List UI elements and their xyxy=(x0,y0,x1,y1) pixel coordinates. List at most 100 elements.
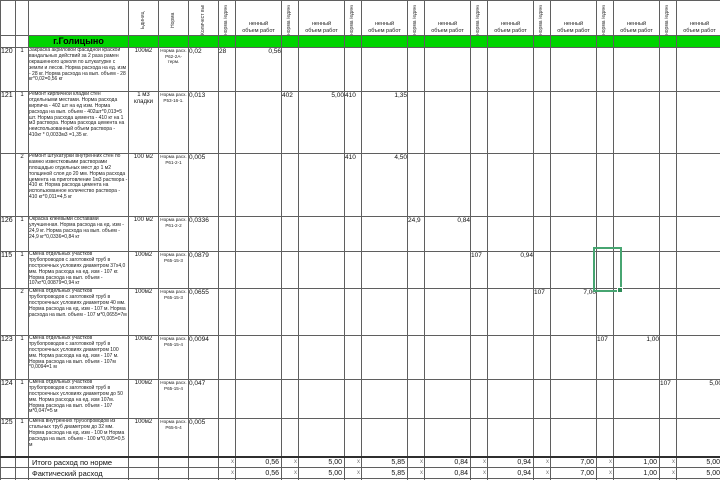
pair-value-cell[interactable]: 0,56 xyxy=(235,47,282,92)
region-cell[interactable] xyxy=(470,35,488,48)
work-description-cell[interactable]: Окраска клеевыми составами улучшенная. Н… xyxy=(28,216,129,252)
total-x-cell[interactable]: х xyxy=(407,467,425,479)
region-cell[interactable] xyxy=(407,35,425,48)
pair-norm-cell[interactable] xyxy=(407,91,425,154)
norm-ref-cell[interactable]: Норма расх. Р65-15-3 xyxy=(158,288,189,336)
norm-ref-cell[interactable]: Норма расх. Р65-15-3 xyxy=(158,251,189,289)
pair-norm-cell[interactable] xyxy=(281,251,299,289)
region-cell[interactable] xyxy=(596,35,614,48)
total-x-cell[interactable]: х xyxy=(659,467,677,479)
total-x-cell[interactable]: х xyxy=(344,467,362,479)
pair-value-cell[interactable] xyxy=(424,47,471,92)
pair-norm-cell[interactable] xyxy=(407,335,425,380)
row-number-cell[interactable] xyxy=(0,153,16,217)
pair-norm-cell[interactable] xyxy=(218,251,236,289)
pair-norm-cell[interactable] xyxy=(533,251,551,289)
pair-norm-cell[interactable] xyxy=(659,418,677,457)
quantity-cell[interactable]: 0,0094 xyxy=(188,335,219,380)
total-norm-value-cell[interactable]: 0,56 xyxy=(235,455,282,468)
pair-value-cell[interactable] xyxy=(487,153,534,217)
quantity-cell[interactable]: 0,005 xyxy=(188,153,219,217)
total-norm-value-cell[interactable]: 0,94 xyxy=(487,455,534,468)
region-cell[interactable] xyxy=(188,35,219,48)
pair-norm-cell[interactable] xyxy=(344,379,362,419)
pair-norm-cell[interactable] xyxy=(533,418,551,457)
pair-value-cell[interactable] xyxy=(424,251,471,289)
row-number-cell[interactable]: 120 xyxy=(0,47,16,92)
pair-value-cell[interactable] xyxy=(550,418,597,457)
row-number-cell[interactable]: 125 xyxy=(0,418,16,457)
region-cell[interactable] xyxy=(361,35,408,48)
header-pair-norm[interactable]: норма /единицу xyxy=(533,0,551,36)
total-blank-cell[interactable] xyxy=(158,467,189,479)
pair-norm-cell[interactable] xyxy=(281,153,299,217)
pair-value-cell[interactable] xyxy=(676,216,720,252)
region-cell[interactable] xyxy=(344,35,362,48)
pair-value-cell[interactable] xyxy=(613,288,660,336)
pair-norm-cell[interactable] xyxy=(218,379,236,419)
pair-norm-cell[interactable] xyxy=(281,418,299,457)
work-description-cell[interactable]: Закраска акриловой фасадной краской ванд… xyxy=(28,47,129,92)
pair-norm-cell[interactable] xyxy=(470,335,488,380)
header-pair-value[interactable]: ненный объем работ xyxy=(676,0,720,36)
row-number-cell[interactable] xyxy=(0,288,16,336)
pair-norm-cell[interactable] xyxy=(533,335,551,380)
quantity-cell[interactable]: 0,013 xyxy=(188,91,219,154)
header-pair-value[interactable]: ненный объем работ xyxy=(550,0,597,36)
total-fact-value-cell[interactable]: 7,00 xyxy=(550,467,597,479)
norm-ref-cell[interactable]: Норма расх. Р65-15-4 xyxy=(158,379,189,419)
row-number-cell[interactable]: 121 xyxy=(0,91,16,154)
header-pair-value[interactable]: ненный объем работ xyxy=(424,0,471,36)
total-blank-cell[interactable] xyxy=(0,467,16,479)
total-x-cell[interactable]: х xyxy=(218,467,236,479)
total-norm-value-cell[interactable]: 5,00 xyxy=(676,455,720,468)
row-subnumber-cell[interactable]: 1 xyxy=(15,47,29,92)
pair-norm-cell[interactable] xyxy=(407,379,425,419)
pair-value-cell[interactable]: 7,00 xyxy=(550,288,597,336)
pair-value-cell[interactable]: 1,00 xyxy=(613,335,660,380)
pair-norm-cell[interactable] xyxy=(596,418,614,457)
pair-value-cell[interactable] xyxy=(298,47,345,92)
work-description-cell[interactable]: Смена отдельных участков трубопроводов с… xyxy=(28,288,129,336)
pair-value-cell[interactable] xyxy=(298,335,345,380)
total-x-cell[interactable]: х xyxy=(596,455,614,468)
pair-norm-cell[interactable] xyxy=(344,288,362,336)
total-x-cell[interactable]: х xyxy=(533,455,551,468)
total-x-cell[interactable]: х xyxy=(659,455,677,468)
pair-value-cell[interactable] xyxy=(613,379,660,419)
row-subnumber-cell[interactable]: 1 xyxy=(15,418,29,457)
pair-norm-cell[interactable] xyxy=(659,47,677,92)
row-number-cell[interactable]: 124 xyxy=(0,379,16,419)
pair-value-cell[interactable] xyxy=(361,251,408,289)
total-norm-value-cell[interactable]: 5,85 xyxy=(361,455,408,468)
pair-norm-cell[interactable] xyxy=(470,91,488,154)
pair-value-cell[interactable] xyxy=(298,251,345,289)
region-cell[interactable] xyxy=(128,35,159,48)
pair-norm-cell[interactable] xyxy=(470,418,488,457)
pair-value-cell[interactable] xyxy=(235,335,282,380)
header-pair-norm[interactable]: норма /единицу xyxy=(344,0,362,36)
pair-norm-cell[interactable] xyxy=(218,216,236,252)
header-qty[interactable]: Количест вып xyxy=(188,0,219,36)
pair-value-cell[interactable] xyxy=(424,153,471,217)
norm-ref-cell[interactable]: Норма расх. Р61-2-1 xyxy=(158,153,189,217)
partial-cell[interactable] xyxy=(676,478,720,480)
total-blank-cell[interactable] xyxy=(188,467,219,479)
unit-cell[interactable]: 1 м3 кладки xyxy=(128,91,159,154)
work-description-cell[interactable]: Ремонт кирпичной кладки стен отдельными … xyxy=(28,91,129,154)
pair-value-cell[interactable] xyxy=(676,91,720,154)
pair-norm-cell[interactable] xyxy=(344,418,362,457)
pair-value-cell[interactable] xyxy=(550,251,597,289)
region-cell[interactable] xyxy=(487,35,534,48)
row-subnumber-cell[interactable]: 1 xyxy=(15,216,29,252)
norm-ref-cell[interactable]: Норма расх. Р53-16-1. xyxy=(158,91,189,154)
pair-norm-cell[interactable] xyxy=(470,288,488,336)
pair-value-cell[interactable] xyxy=(487,47,534,92)
pair-norm-cell[interactable] xyxy=(659,153,677,217)
region-cell[interactable] xyxy=(533,35,551,48)
pair-norm-cell[interactable] xyxy=(218,153,236,217)
row-subnumber-cell[interactable]: 2 xyxy=(15,153,29,217)
norm-ref-cell[interactable]: Норма расх. Р61-2-2 xyxy=(158,216,189,252)
pair-norm-cell[interactable] xyxy=(596,91,614,154)
row-subnumber-cell[interactable]: 1 xyxy=(15,379,29,419)
